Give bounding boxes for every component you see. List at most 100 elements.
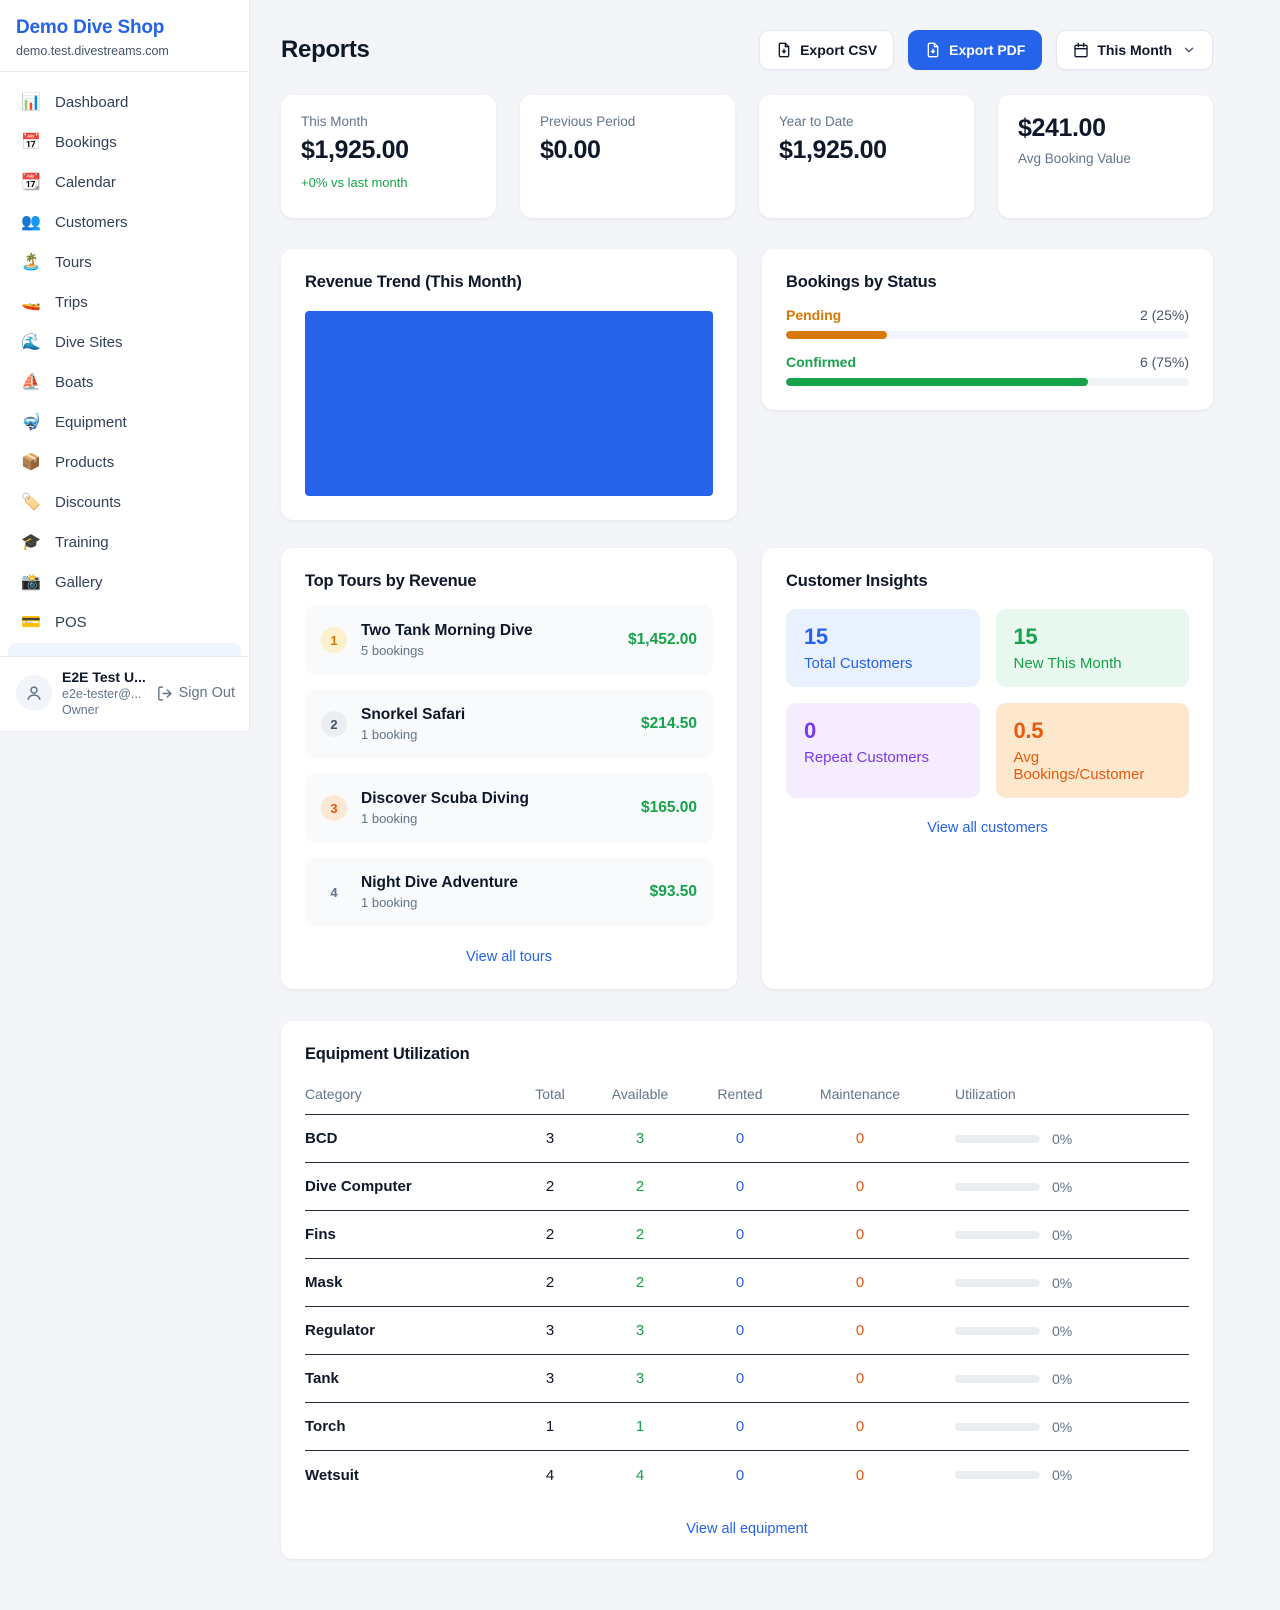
equipment-total: 2	[545, 1226, 555, 1243]
utilization-bar-track	[955, 1471, 1040, 1479]
equipment-total: 3	[545, 1370, 555, 1387]
equipment-category: Dive Computer	[305, 1178, 412, 1195]
file-export-icon	[778, 42, 790, 58]
sidebar-nav-item[interactable]: 💳 POS	[8, 602, 241, 642]
sidebar-nav-item[interactable]: 👥 Customers	[8, 202, 241, 242]
utilization-percent: 0%	[1052, 1226, 1073, 1243]
nav-item-icon: 🌊	[21, 334, 41, 351]
nav-item-label: Trips	[55, 293, 88, 311]
equipment-table-body: BCD 3 3 0 0 0% Dive Co	[305, 1115, 1189, 1499]
utilization-percent: 0%	[1052, 1418, 1073, 1435]
brand-name[interactable]: Demo Dive Shop	[16, 17, 165, 38]
nav-item-icon: 📅	[21, 134, 41, 151]
stat-value: $1,925.00	[301, 136, 409, 164]
sidebar-nav-item[interactable]: 📸 Gallery	[8, 562, 241, 602]
main-content: Reports Export CSV Export PDF This Month	[281, 0, 1213, 1599]
tour-bookings-count: 5 bookings	[361, 643, 424, 658]
equipment-category: BCD	[305, 1130, 338, 1147]
utilization-bar-track	[955, 1374, 1040, 1383]
nav-item-icon: 🎓	[21, 534, 41, 551]
header-actions: Export CSV Export PDF This Month	[759, 30, 1213, 70]
view-all-equipment-link[interactable]: View all equipment	[686, 1521, 808, 1537]
tour-list-item: 1 Two Tank Morning Dive 5 bookings $1,45…	[305, 605, 713, 675]
tour-bookings-count: 1 booking	[361, 727, 418, 742]
tour-rank-badge: 3	[321, 795, 347, 821]
status-bar-fill	[786, 331, 887, 339]
tour-list-item: 3 Discover Scuba Diving 1 booking $165.0…	[305, 773, 713, 843]
file-export-icon	[927, 42, 939, 58]
nav-item-icon: 🤿	[21, 414, 41, 431]
sidebar-nav-item[interactable]: 🏷️ Discounts	[8, 482, 241, 522]
user-avatar	[16, 675, 52, 711]
user-panel: E2E Test U... e2e-tester@... Owner Sign …	[0, 656, 249, 731]
equipment-maintenance: 0	[855, 1130, 865, 1147]
logout-icon	[157, 685, 172, 701]
equipment-category: Wetsuit	[305, 1466, 359, 1484]
utilization-percent: 0%	[1052, 1130, 1073, 1147]
nav-item-icon: 📆	[21, 174, 41, 191]
status-label: Confirmed	[786, 354, 856, 370]
equipment-table: Category Total Available Rented Maintena…	[305, 1080, 1189, 1499]
equipment-total: 2	[545, 1178, 555, 1195]
equipment-maintenance: 0	[855, 1274, 865, 1291]
nav-item-label: Gallery	[55, 573, 103, 591]
sidebar-nav-item[interactable]: 📅 Bookings	[8, 122, 241, 162]
sidebar-item-active-partial[interactable]	[8, 643, 241, 656]
nav-item-icon: 💳	[21, 614, 41, 631]
sign-out-button[interactable]: Sign Out	[156, 685, 235, 702]
sidebar-nav-item[interactable]: 🤿 Equipment	[8, 402, 241, 442]
stat-value: $1,925.00	[779, 136, 887, 164]
sidebar-nav-item[interactable]: 🌊 Dive Sites	[8, 322, 241, 362]
equipment-maintenance: 0	[855, 1370, 865, 1387]
equipment-total: 2	[545, 1274, 555, 1291]
equipment-table-row: Wetsuit 4 4 0 0 0%	[305, 1451, 1189, 1499]
status-rows: Pending 2 (25%) Confirmed 6 (75%)	[786, 307, 1189, 386]
sidebar-nav-item[interactable]: 📊 Dashboard	[8, 82, 241, 122]
tour-revenue: $1,452.00	[628, 631, 697, 648]
utilization-bar-track	[955, 1278, 1040, 1287]
tour-rank-badge: 4	[321, 879, 347, 905]
status-label: Pending	[786, 307, 842, 323]
equipment-available: 2	[635, 1178, 645, 1195]
equipment-table-row: BCD 3 3 0 0 0%	[305, 1115, 1189, 1163]
nav-item-label: Training	[55, 533, 109, 551]
export-pdf-label: Export PDF	[949, 42, 1026, 58]
equipment-available: 4	[635, 1466, 645, 1484]
export-pdf-button[interactable]: Export PDF	[908, 30, 1043, 70]
insight-value: 15	[1013, 624, 1038, 649]
sidebar-nav-item[interactable]: 🚤 Trips	[8, 282, 241, 322]
revenue-trend-card: Revenue Trend (This Month)	[281, 249, 737, 520]
utilization-percent: 0%	[1052, 1274, 1073, 1291]
equipment-available: 2	[635, 1274, 645, 1291]
sidebar-nav-item[interactable]: 📦 Products	[8, 442, 241, 482]
sidebar-nav-item[interactable]: ⛵ Boats	[8, 362, 241, 402]
equipment-category: Fins	[305, 1226, 336, 1243]
sidebar-nav-item[interactable]: 🎓 Training	[8, 522, 241, 562]
period-dropdown[interactable]: This Month	[1056, 30, 1213, 70]
sidebar-nav-item[interactable]: 📆 Calendar	[8, 162, 241, 202]
status-row: Confirmed 6 (75%)	[786, 354, 1189, 386]
page-header: Reports Export CSV Export PDF This Month	[281, 30, 1213, 70]
export-csv-button[interactable]: Export CSV	[759, 30, 895, 70]
user-role: Owner	[62, 703, 99, 717]
equipment-maintenance: 0	[855, 1178, 865, 1195]
sidebar-nav-item[interactable]: 🏝️ Tours	[8, 242, 241, 282]
top-tours-card: Top Tours by Revenue 1 Two Tank Morning …	[281, 548, 737, 989]
calendar-icon	[1074, 42, 1089, 58]
equipment-available: 3	[635, 1130, 645, 1147]
tour-name: Snorkel Safari	[361, 706, 466, 723]
nav-item-icon: 📸	[21, 574, 41, 591]
view-all-tours-link[interactable]: View all tours	[466, 949, 552, 965]
equipment-rented: 0	[735, 1322, 745, 1339]
insight-box: 15 Total Customers	[786, 609, 980, 687]
status-bar-fill	[786, 378, 1089, 386]
insight-value: 15	[804, 624, 828, 649]
equipment-total: 3	[545, 1322, 555, 1339]
equipment-maintenance: 0	[855, 1466, 865, 1484]
equipment-available: 2	[635, 1226, 645, 1243]
view-all-customers-link[interactable]: View all customers	[927, 820, 1048, 836]
stats-row: This Month $1,925.00 +0% vs last month P…	[281, 95, 1213, 218]
export-csv-label: Export CSV	[800, 42, 878, 58]
nav-item-label: POS	[55, 613, 87, 631]
equipment-category: Regulator	[305, 1322, 376, 1339]
